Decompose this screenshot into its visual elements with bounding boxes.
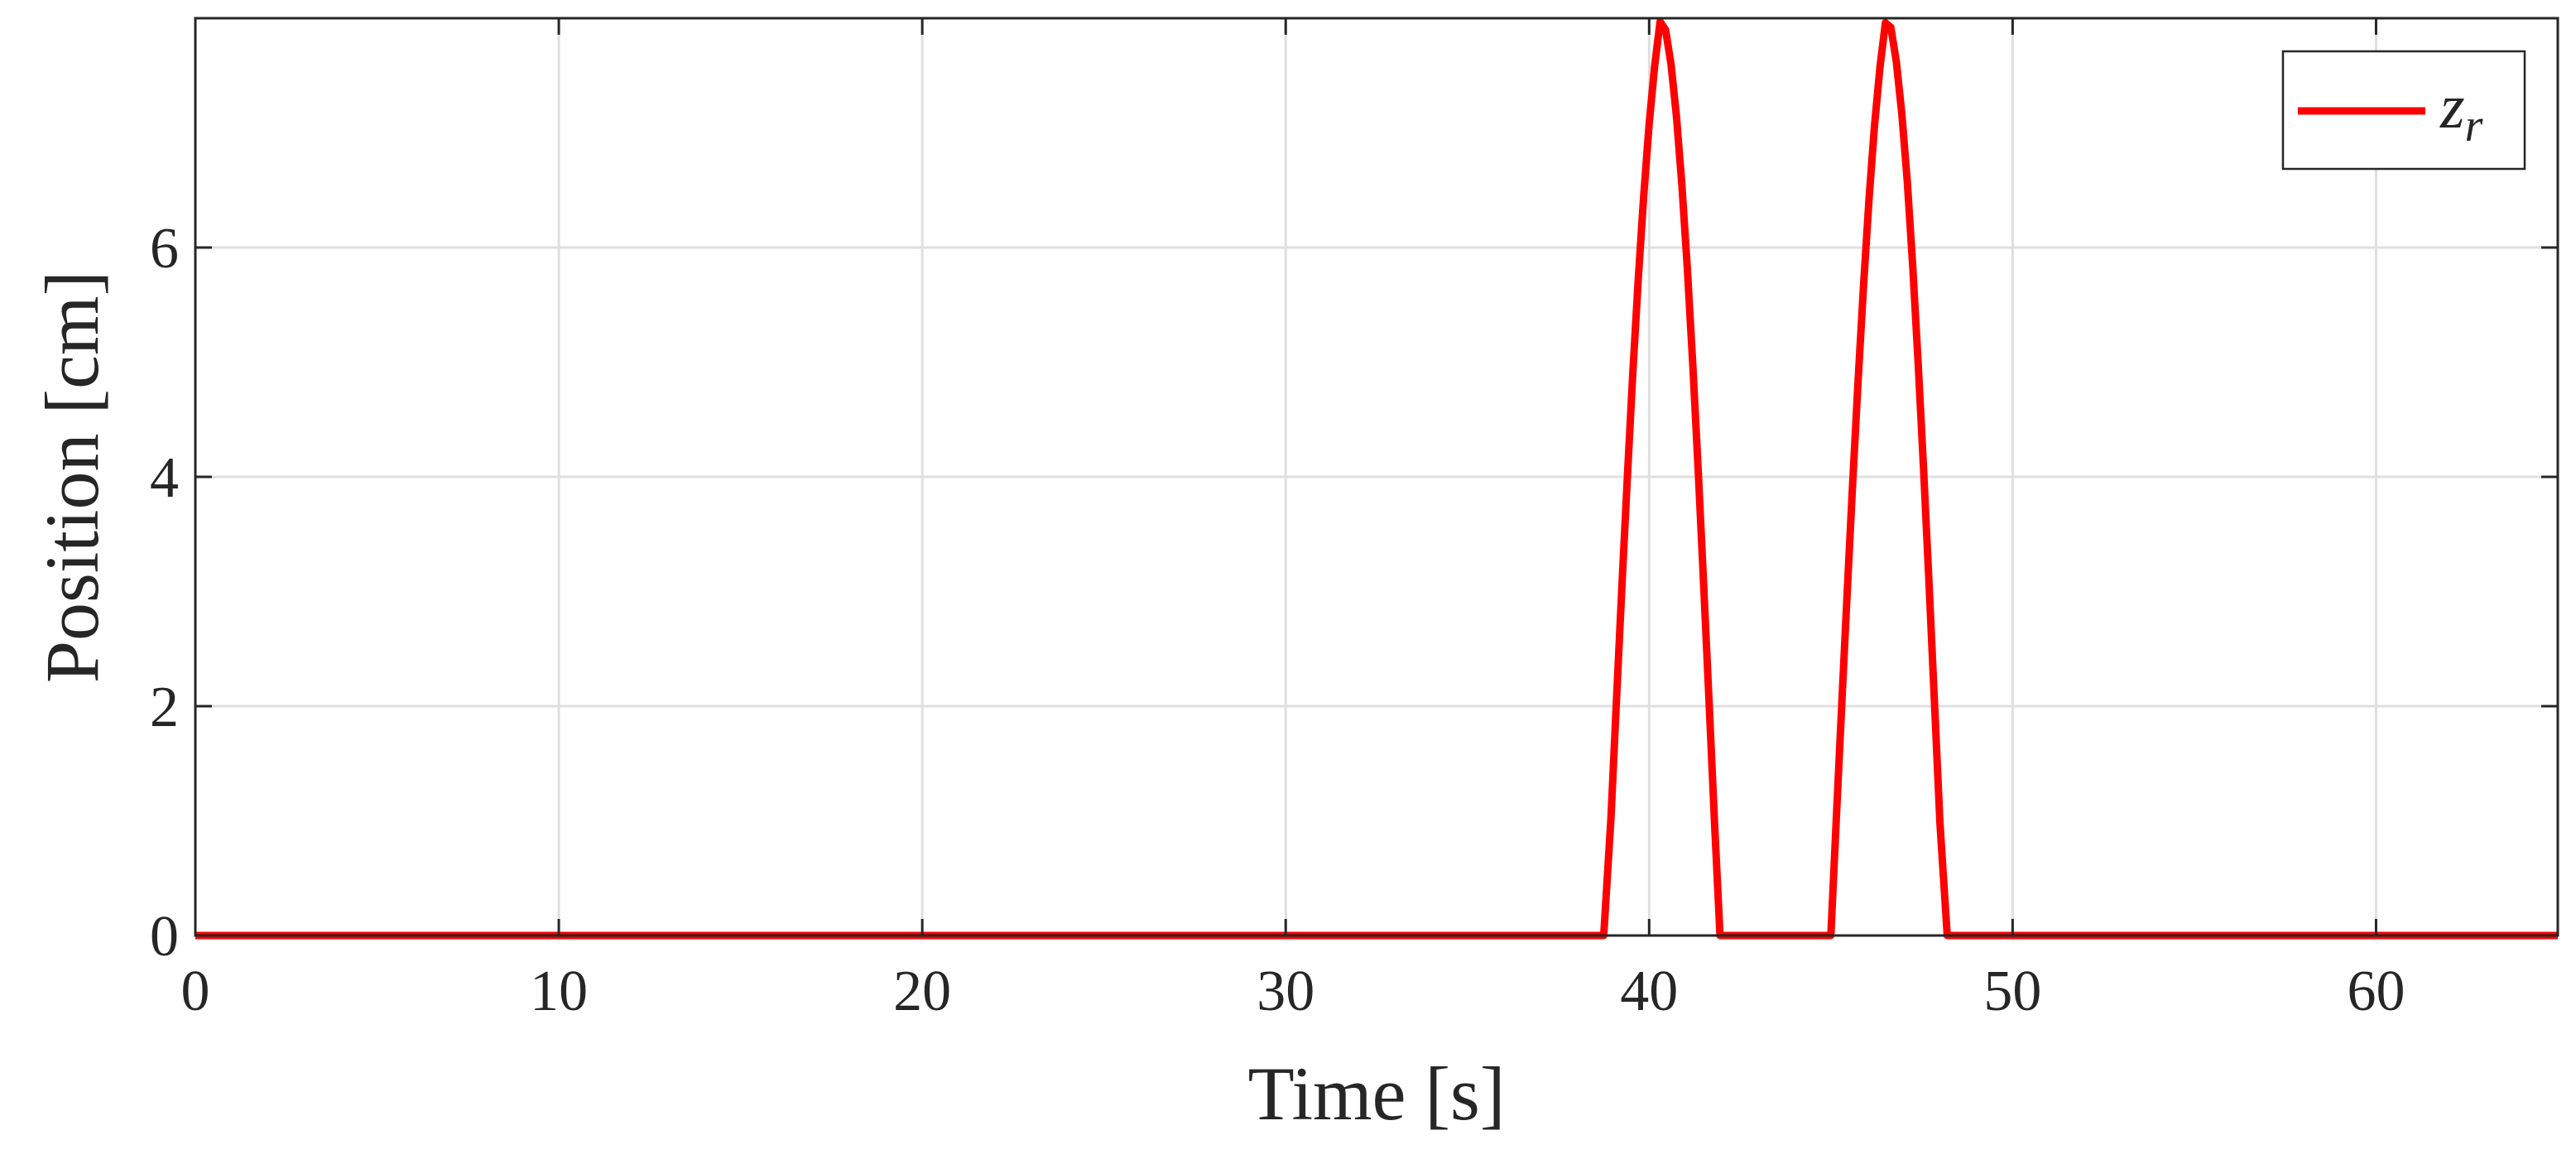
tick-layer: 0 10 20 30 40 50 60 0 2 4 6 [150, 18, 2558, 1023]
series-line-zr [195, 17, 2558, 940]
y-tick-label: 6 [150, 217, 179, 281]
x-tick-label: 50 [1983, 960, 2041, 1023]
y-tick-label: 2 [150, 676, 179, 739]
x-tick-label: 30 [1257, 960, 1314, 1023]
x-tick-label: 40 [1620, 960, 1678, 1023]
x-tick-label: 10 [530, 960, 588, 1023]
x-tick-label: 60 [2347, 960, 2405, 1023]
y-axis-title: Position [cm] [30, 271, 114, 683]
series-layer [195, 17, 2558, 940]
x-axis-title: Time [s] [1248, 1051, 1506, 1136]
x-tick-label: 20 [893, 960, 951, 1023]
legend: zr [2281, 50, 2526, 171]
x-tick-label: 0 [181, 960, 210, 1023]
y-tick-label: 4 [150, 446, 179, 510]
y-tick-label: 0 [150, 905, 179, 969]
legend-label: zr [2439, 72, 2483, 152]
grid-layer [194, 18, 2558, 937]
